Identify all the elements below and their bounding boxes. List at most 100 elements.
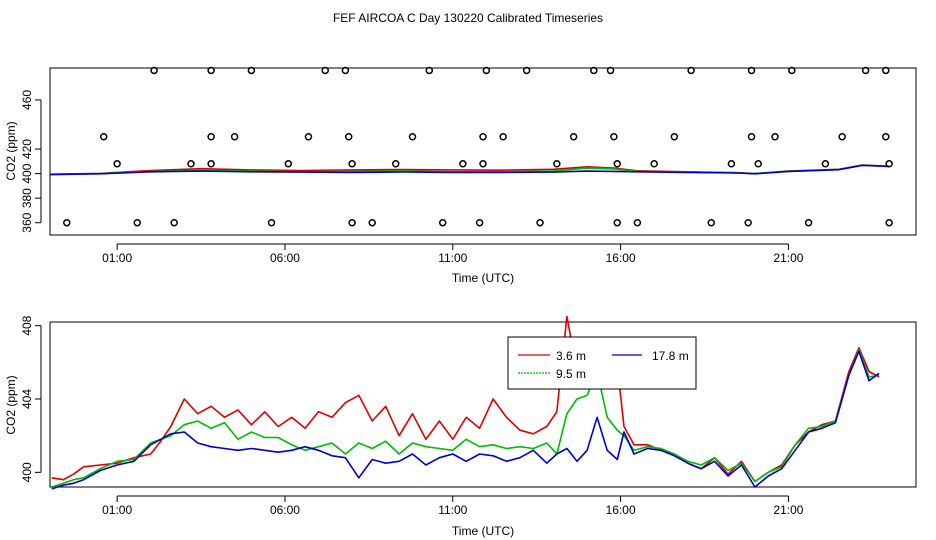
calibration-point bbox=[499, 133, 507, 141]
bottom-x-tick-label: 21:00 bbox=[773, 503, 803, 517]
calibration-point bbox=[267, 218, 276, 227]
calibration-point bbox=[247, 66, 256, 75]
calibration-point bbox=[348, 160, 356, 168]
calibration-point bbox=[170, 218, 178, 227]
calibration-point bbox=[727, 160, 736, 168]
calibration-point bbox=[804, 218, 813, 227]
calibration-point bbox=[687, 66, 695, 75]
calibration-point bbox=[479, 133, 487, 141]
calibration-point bbox=[610, 133, 618, 141]
legend: 3.6 m 9.5 m 17.8 m bbox=[507, 336, 697, 390]
calibration-point bbox=[882, 66, 890, 75]
calibration-point bbox=[284, 160, 293, 168]
calibration-point bbox=[150, 66, 158, 75]
calibration-point bbox=[438, 218, 447, 227]
bottom-series-group bbox=[51, 315, 880, 490]
calibration-point bbox=[707, 218, 715, 227]
top-series-group bbox=[49, 164, 890, 176]
bottom-series-line-17-8-m bbox=[51, 350, 880, 490]
bottom-x-tick-label: 01:00 bbox=[102, 503, 132, 517]
calibration-point bbox=[304, 133, 313, 141]
top-y-tick-label: 460 bbox=[20, 90, 34, 110]
calibration-point bbox=[63, 218, 71, 227]
top-y-axis: 380 420 460 360 400 bbox=[20, 90, 42, 233]
calibration-point bbox=[408, 133, 417, 141]
top-points-group bbox=[63, 66, 893, 227]
top-x-axis-label: Time (UTC) bbox=[452, 271, 514, 285]
bottom-y-tick-label: 408 bbox=[20, 315, 34, 335]
top-y-tick-label: 400 bbox=[20, 163, 34, 183]
bottom-y-tick-label: 404 bbox=[20, 389, 34, 409]
top-x-tick-label: 01:00 bbox=[102, 251, 132, 265]
top-x-tick-label: 16:00 bbox=[606, 251, 636, 265]
calibration-point bbox=[99, 133, 108, 141]
calibration-point bbox=[744, 218, 752, 227]
calibration-point bbox=[459, 160, 467, 168]
calibration-point bbox=[885, 218, 893, 227]
calibration-point bbox=[187, 160, 195, 168]
calibration-point bbox=[754, 160, 762, 168]
top-series-line-17-8-m bbox=[49, 164, 890, 176]
top-y-tick-label: 360 bbox=[20, 212, 34, 232]
calibration-point bbox=[606, 66, 615, 75]
bottom-panel: 01:00 06:00 11:00 16:00 21:00 400 404 408 Time… bbox=[4, 315, 917, 538]
bottom-y-axis-label: CO2 (ppm) bbox=[4, 375, 18, 434]
top-x-tick-label: 11:00 bbox=[438, 251, 467, 265]
calibration-point bbox=[479, 160, 487, 168]
legend-box bbox=[507, 336, 697, 390]
calibration-point bbox=[475, 218, 484, 227]
calibration-point bbox=[113, 160, 121, 168]
calibration-point bbox=[788, 66, 796, 75]
bottom-x-axis: 01:00 06:00 11:00 16:00 21:00 bbox=[102, 495, 804, 517]
calibration-point bbox=[821, 160, 830, 168]
calibration-point bbox=[882, 133, 890, 141]
calibration-point bbox=[133, 218, 142, 227]
top-plot-frame bbox=[49, 67, 917, 236]
legend-label-17-8m: 17.8 m bbox=[652, 349, 689, 363]
calibration-point bbox=[425, 66, 434, 75]
calibration-point bbox=[553, 160, 561, 168]
bottom-x-tick-label: 16:00 bbox=[606, 503, 636, 517]
calibration-point bbox=[482, 66, 491, 75]
bottom-x-axis-label: Time (UTC) bbox=[452, 524, 514, 538]
bottom-series-line-3-6-m bbox=[51, 315, 880, 483]
top-panel: 01:00 06:00 11:00 16:00 21:00 380 420 460 360 40… bbox=[4, 66, 917, 285]
top-y-tick-label: 380 bbox=[20, 188, 34, 208]
calibration-point bbox=[747, 133, 756, 141]
calibration-point bbox=[613, 160, 622, 168]
calibration-point bbox=[368, 218, 376, 227]
top-y-axis-label: CO2 (ppm) bbox=[4, 121, 18, 180]
bottom-y-tick-label: 400 bbox=[20, 462, 34, 482]
chart-title: FEF AIRCOA C Day 130220 Calibrated Times… bbox=[333, 11, 603, 25]
top-x-tick-label: 06:00 bbox=[270, 251, 300, 265]
calibration-point bbox=[590, 66, 598, 75]
top-x-axis: 01:00 06:00 11:00 16:00 21:00 bbox=[102, 243, 804, 265]
calibration-point bbox=[344, 133, 353, 141]
legend-label-9-5m: 9.5 m bbox=[556, 367, 586, 381]
calibration-point bbox=[747, 66, 756, 75]
bottom-series-line-9-5-m bbox=[51, 348, 880, 488]
calibration-point bbox=[391, 160, 400, 168]
legend-label-3-6m: 3.6 m bbox=[556, 349, 586, 363]
calibration-point bbox=[838, 133, 846, 141]
bottom-plot-frame bbox=[49, 321, 917, 488]
calibration-point bbox=[633, 218, 642, 227]
calibration-point bbox=[207, 133, 215, 141]
calibration-point bbox=[348, 218, 356, 227]
bottom-y-axis: 400 404 408 bbox=[20, 315, 42, 482]
calibration-point bbox=[650, 160, 658, 168]
calibration-point bbox=[569, 133, 578, 141]
calibration-point bbox=[885, 160, 893, 168]
bottom-x-tick-label: 11:00 bbox=[438, 503, 467, 517]
calibration-point bbox=[522, 66, 531, 75]
calibration-point bbox=[230, 133, 239, 141]
bottom-x-tick-label: 06:00 bbox=[270, 503, 300, 517]
calibration-point bbox=[207, 66, 215, 75]
calibration-point bbox=[861, 66, 870, 75]
calibration-point bbox=[670, 133, 679, 141]
top-y-tick-label: 420 bbox=[20, 139, 34, 159]
calibration-point bbox=[536, 218, 544, 227]
calibration-point bbox=[321, 66, 329, 75]
calibration-point bbox=[207, 160, 215, 168]
